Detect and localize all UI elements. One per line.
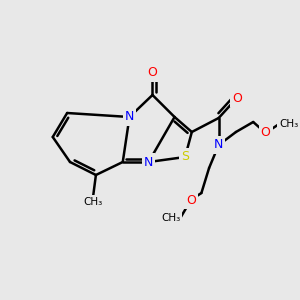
Text: N: N: [214, 139, 224, 152]
Text: O: O: [232, 92, 242, 104]
Text: O: O: [148, 67, 158, 80]
Text: S: S: [181, 151, 189, 164]
Text: CH₃: CH₃: [279, 119, 298, 129]
Text: N: N: [144, 155, 153, 169]
Text: CH₃: CH₃: [161, 213, 180, 223]
Text: O: O: [186, 194, 196, 206]
Text: O: O: [261, 127, 271, 140]
Text: N: N: [125, 110, 134, 124]
Text: CH₃: CH₃: [83, 197, 103, 207]
